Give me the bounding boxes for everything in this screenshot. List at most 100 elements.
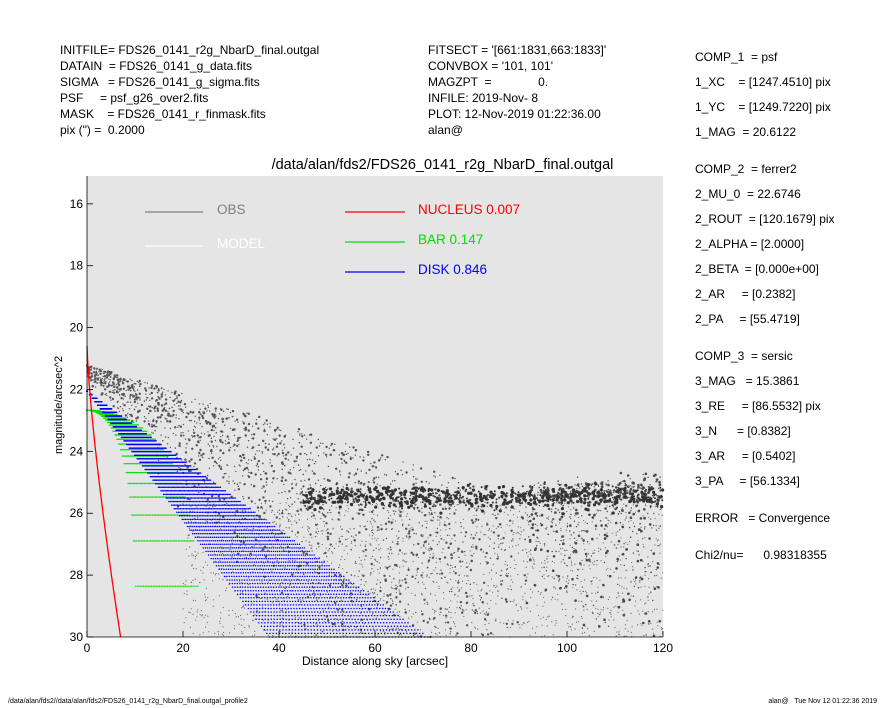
obs-point [272,449,274,451]
obs-point [533,558,535,561]
obs-point [483,573,485,576]
obs-point [192,579,194,582]
obs-point [179,405,181,407]
obs-point [525,512,527,514]
obs-point [380,497,383,500]
obs-point [588,513,591,516]
obs-point [494,552,496,554]
obs-point [644,537,646,539]
obs-point [414,594,416,596]
obs-point [375,502,377,504]
obs-point [380,630,382,632]
obs-point [262,462,264,464]
obs-point [264,446,267,449]
obs-point [204,593,206,595]
obs-point [176,505,180,508]
obs-point [602,583,605,587]
obs-point [615,498,619,502]
obs-point [215,432,218,434]
obs-point [505,492,508,495]
obs-point [533,548,537,551]
obs-point [488,528,491,530]
obs-point [482,551,484,553]
obs-point [526,552,528,554]
obs-point [579,487,581,489]
obs-point [343,578,345,580]
obs-point [276,426,279,429]
obs-point [612,489,616,492]
obs-point [305,496,308,499]
obs-point [210,440,213,443]
obs-point [426,520,428,522]
obs-point [644,612,648,615]
obs-point [349,457,352,461]
obs-point [642,560,644,562]
obs-point [194,426,197,429]
obs-point [283,465,286,467]
obs-point [223,424,226,426]
obs-point [644,603,646,605]
obs-point [583,543,585,545]
obs-point [652,552,656,555]
obs-point [342,580,344,583]
obs-point [119,388,122,391]
obs-point [316,523,319,525]
obs-point [542,616,544,618]
obs-point [650,500,654,504]
obs-point [469,563,471,565]
obs-point [619,471,623,475]
obs-point [414,498,418,502]
obs-point [530,494,533,497]
obs-point [625,541,627,543]
obs-point [305,470,307,472]
obs-point [184,463,186,466]
obs-point [279,442,282,445]
obs-point [152,419,155,423]
obs-point [121,381,124,383]
obs-point [194,415,196,417]
param-line: 1_XC = [1247.4510] pix [695,75,831,89]
obs-point [557,593,559,596]
obs-point [553,518,555,520]
obs-point [642,621,645,625]
obs-point [539,494,542,496]
obs-point [476,583,478,585]
obs-point [482,610,484,612]
obs-point [585,558,589,562]
obs-point [341,488,344,491]
obs-point [491,578,493,580]
obs-point [219,620,221,622]
obs-point [144,389,148,392]
obs-point [471,609,474,611]
obs-point [593,552,595,554]
obs-point [533,484,535,486]
obs-point [608,574,612,578]
obs-point [379,586,382,589]
obs-point [235,616,237,618]
obs-point [368,490,372,494]
obs-point [482,497,485,500]
obs-point [375,589,377,591]
obs-point [359,544,361,546]
obs-point [510,579,512,581]
obs-point [202,566,204,569]
obs-point [370,462,372,465]
obs-point [511,486,514,489]
obs-point [432,519,434,521]
obs-point [228,449,231,452]
obs-point [452,502,454,505]
obs-point [395,505,397,508]
obs-point [550,520,552,523]
obs-point [146,407,149,410]
obs-point [358,557,360,559]
obs-point [581,505,583,507]
obs-point [537,540,539,542]
obs-point [363,623,365,625]
obs-point [490,599,492,602]
obs-point [266,448,270,451]
obs-point [419,534,422,536]
obs-point [289,497,292,499]
obs-point [657,495,659,497]
obs-point [584,521,586,523]
obs-point [143,400,146,402]
